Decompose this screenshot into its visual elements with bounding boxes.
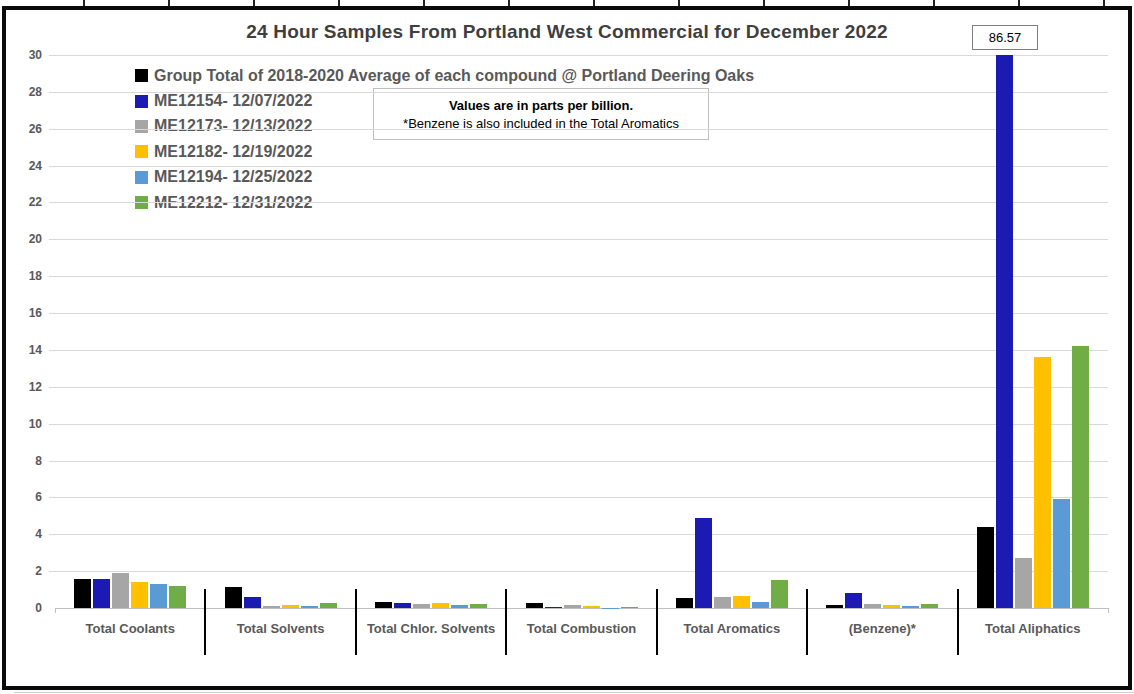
x-axis-tick <box>1108 608 1109 613</box>
bar <box>301 606 318 608</box>
bar <box>714 597 731 608</box>
bar <box>169 586 186 608</box>
bar <box>545 607 562 609</box>
plot-area: 024681012141618202224262830Total Coolant… <box>0 0 1134 694</box>
y-axis-tick-label: 10 <box>8 417 42 431</box>
bar <box>845 593 862 608</box>
bar <box>564 605 581 608</box>
bar <box>977 527 994 608</box>
bar <box>244 597 261 608</box>
gridline <box>49 276 1108 277</box>
y-axis-tick-label: 4 <box>8 527 42 541</box>
y-axis-tick-label: 12 <box>8 380 42 394</box>
gridline <box>49 166 1108 167</box>
bar <box>996 55 1013 608</box>
bar <box>733 596 750 608</box>
bar <box>752 602 769 609</box>
bar <box>1053 499 1070 608</box>
bar <box>864 604 881 608</box>
bar <box>583 606 600 608</box>
bar <box>451 605 468 608</box>
bar <box>621 607 638 609</box>
category-label: Total Aliphatics <box>933 621 1133 636</box>
gridline <box>49 424 1108 425</box>
category-separator-line <box>656 589 658 655</box>
gridline <box>49 129 1108 130</box>
bar <box>921 604 938 608</box>
bar <box>1034 357 1051 608</box>
y-axis-tick-label: 14 <box>8 343 42 357</box>
bar <box>225 587 242 608</box>
gridline <box>49 239 1108 240</box>
gridline <box>49 387 1108 388</box>
gridline <box>49 571 1108 572</box>
y-axis-tick-label: 22 <box>8 195 42 209</box>
bar <box>602 608 619 609</box>
bar <box>826 605 843 608</box>
category-separator-line <box>505 589 507 655</box>
bar <box>150 584 167 608</box>
bar <box>375 602 392 609</box>
gridline <box>49 350 1108 351</box>
x-axis-tick <box>55 608 56 613</box>
bar <box>112 573 129 608</box>
gridline <box>49 92 1108 93</box>
bar <box>413 604 430 608</box>
y-axis-tick-label: 26 <box>8 122 42 136</box>
gridline <box>49 313 1108 314</box>
bar <box>282 605 299 608</box>
gridline <box>49 55 1108 56</box>
y-axis-tick-label: 8 <box>8 454 42 468</box>
category-separator-line <box>957 589 959 655</box>
bar <box>320 603 337 609</box>
x-axis-line <box>55 608 1108 609</box>
bar <box>526 603 543 608</box>
bar <box>74 579 91 608</box>
bar <box>93 579 110 609</box>
gridline <box>49 461 1108 462</box>
category-separator-line <box>204 589 206 655</box>
y-axis-tick-label: 30 <box>8 48 42 62</box>
y-axis-tick-label: 16 <box>8 306 42 320</box>
bar <box>394 603 411 608</box>
bar <box>131 582 148 608</box>
y-axis-tick-label: 20 <box>8 232 42 246</box>
bar <box>432 603 449 608</box>
bar <box>676 598 693 608</box>
y-axis-tick-label: 28 <box>8 85 42 99</box>
bar <box>695 518 712 608</box>
bar <box>1072 346 1089 608</box>
y-axis-tick-label: 18 <box>8 269 42 283</box>
gridline <box>49 534 1108 535</box>
y-axis-tick-label: 6 <box>8 490 42 504</box>
y-axis-tick-label: 2 <box>8 564 42 578</box>
y-axis-tick-label: 0 <box>8 601 42 615</box>
gridline <box>49 497 1108 498</box>
bar <box>902 606 919 608</box>
bar <box>771 580 788 608</box>
bar <box>470 604 487 608</box>
bar <box>883 605 900 608</box>
category-separator-line <box>806 589 808 655</box>
bar <box>263 606 280 608</box>
y-axis-tick-label: 24 <box>8 159 42 173</box>
chart-page: { "title": "24 Hour Samples From Portlan… <box>0 0 1134 694</box>
gridline <box>49 202 1108 203</box>
bar <box>1015 558 1032 608</box>
category-separator-line <box>355 589 357 655</box>
